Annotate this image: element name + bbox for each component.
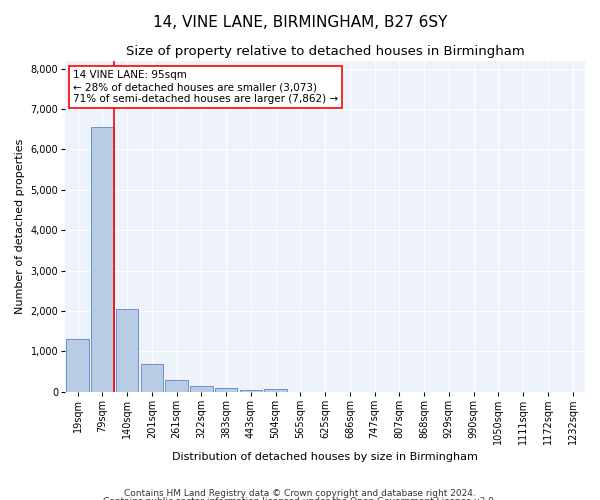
Y-axis label: Number of detached properties: Number of detached properties (15, 138, 25, 314)
Bar (116, 309, 138, 392)
Bar (141, 364, 163, 392)
Text: 14 VINE LANE: 95sqm
← 28% of detached houses are smaller (3,073)
71% of semi-det: 14 VINE LANE: 95sqm ← 28% of detached ho… (73, 70, 338, 104)
Text: Contains HM Land Registry data © Crown copyright and database right 2024.: Contains HM Land Registry data © Crown c… (124, 488, 476, 498)
Text: Contains public sector information licensed under the Open Government Licence v3: Contains public sector information licen… (103, 497, 497, 500)
Bar (240, 390, 262, 392)
Bar (265, 388, 287, 392)
Bar (166, 380, 188, 392)
Bar (67, 339, 89, 392)
Text: 14, VINE LANE, BIRMINGHAM, B27 6SY: 14, VINE LANE, BIRMINGHAM, B27 6SY (153, 15, 447, 30)
Bar (190, 386, 212, 392)
Title: Size of property relative to detached houses in Birmingham: Size of property relative to detached ho… (126, 45, 524, 58)
Bar (91, 127, 113, 392)
Bar (215, 388, 237, 392)
X-axis label: Distribution of detached houses by size in Birmingham: Distribution of detached houses by size … (172, 452, 478, 462)
